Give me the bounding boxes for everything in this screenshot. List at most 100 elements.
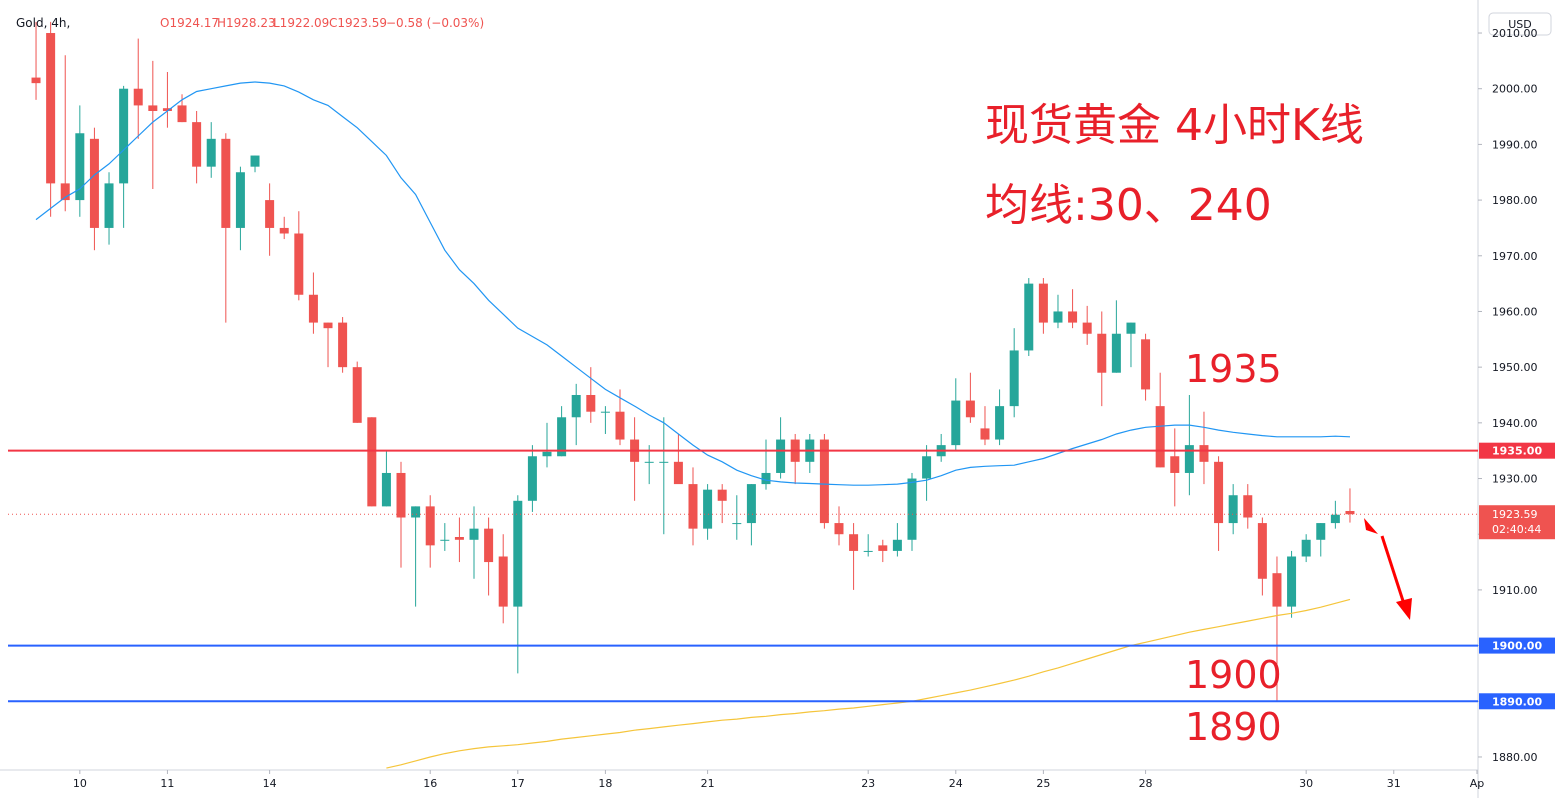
- candle-body: [454, 537, 464, 540]
- candle-body: [104, 183, 114, 228]
- last-price-label: 1923.59: [1492, 508, 1538, 521]
- annotation-level: 1890: [1185, 705, 1282, 749]
- candle-body: [1214, 461, 1224, 524]
- forecast-arrow: [1364, 518, 1412, 620]
- last-price-badge: [1479, 505, 1555, 540]
- candle-body: [1272, 573, 1282, 607]
- candle-body: [1155, 406, 1165, 468]
- level-label: 1900.00: [1492, 640, 1542, 653]
- level-label: 1935.00: [1492, 445, 1542, 458]
- candle-body: [1009, 350, 1019, 407]
- arrow-head-small: [1364, 518, 1378, 534]
- candle-body: [294, 233, 304, 295]
- candle-body: [31, 77, 41, 84]
- y-tick-label: 2000.00: [1492, 83, 1538, 96]
- candle-body: [688, 484, 698, 529]
- candle-body: [1126, 322, 1136, 334]
- candle-body: [265, 200, 275, 228]
- candle-body: [162, 108, 172, 111]
- candle-body: [440, 539, 450, 541]
- candle-body: [1024, 283, 1034, 351]
- candle-body: [89, 138, 99, 228]
- candle-body: [644, 461, 654, 463]
- candle-body: [1257, 523, 1267, 579]
- arrow-shaft: [1380, 535, 1406, 605]
- candle-body: [717, 489, 727, 501]
- level-badge: [1479, 637, 1555, 654]
- candle-body: [46, 33, 56, 184]
- candle-body: [381, 472, 391, 507]
- candle-body: [965, 400, 975, 418]
- candle-body: [673, 461, 683, 485]
- candle-body: [1243, 495, 1253, 518]
- currency-button[interactable]: [1488, 12, 1552, 36]
- candle-body: [1141, 339, 1151, 390]
- x-tick-label: 25: [1036, 777, 1050, 790]
- candle-body: [600, 411, 610, 413]
- candle-body: [1097, 333, 1107, 373]
- candle-body: [1330, 514, 1340, 524]
- candle-body: [1038, 283, 1048, 323]
- candle-body: [1111, 333, 1121, 373]
- candle-body: [571, 394, 581, 418]
- candle-body: [484, 528, 494, 563]
- candle-body: [1184, 445, 1194, 473]
- candle-body: [907, 478, 917, 540]
- annotation-level: 1900: [1185, 653, 1282, 697]
- candle-body: [323, 322, 333, 329]
- level-badge: [1479, 693, 1555, 710]
- candle-body: [951, 400, 961, 446]
- x-tick-label: 31: [1387, 777, 1401, 790]
- candle-body: [425, 506, 435, 546]
- ohlc-high: H1928.23: [217, 16, 276, 30]
- candle-body: [411, 506, 421, 518]
- candle-body: [615, 411, 625, 440]
- candle-body: [922, 456, 932, 479]
- candle-body: [119, 88, 129, 184]
- x-tick-label: 18: [598, 777, 612, 790]
- arrow-head: [1396, 598, 1412, 620]
- moving-average: [386, 598, 1351, 769]
- header: Gold, 4h, O1924.17 H1928.23 L1922.09 C19…: [16, 16, 484, 30]
- x-tick-label: 28: [1139, 777, 1153, 790]
- candle-body: [1287, 556, 1297, 607]
- y-tick-label: 1980.00: [1492, 194, 1538, 207]
- y-tick-label: 2010.00: [1492, 27, 1538, 40]
- y-tick-label: 1950.00: [1492, 361, 1538, 374]
- y-tick-label: 1940.00: [1492, 417, 1538, 430]
- candle-body: [60, 183, 70, 201]
- candle-body: [980, 428, 990, 440]
- candle-body: [1316, 523, 1326, 540]
- candle-body: [892, 539, 902, 551]
- candle-body: [469, 528, 479, 540]
- candle-body: [206, 138, 216, 167]
- candle-body: [133, 88, 143, 106]
- candle-body: [250, 155, 260, 167]
- currency-label[interactable]: USD: [1508, 18, 1532, 31]
- candle-body: [177, 105, 187, 123]
- candle-body: [819, 439, 829, 524]
- x-tick-label: 21: [701, 777, 715, 790]
- ohlc-change: −0.58 (−0.03%): [386, 16, 484, 30]
- ohlc-low: L1922.09: [273, 16, 329, 30]
- moving-average: [35, 81, 1351, 486]
- annotation-level: 1935: [1185, 347, 1282, 391]
- candle-body: [1170, 456, 1180, 473]
- candle-body: [367, 417, 377, 507]
- candle-body: [732, 523, 742, 525]
- ohlc-open: O1924.17: [160, 16, 219, 30]
- x-tick-label: Ap: [1470, 777, 1485, 790]
- y-tick-label: 1960.00: [1492, 305, 1538, 318]
- candle-body: [221, 138, 231, 228]
- y-tick-label: 1970.00: [1492, 250, 1538, 263]
- candle-body: [703, 489, 713, 529]
- candle-body: [396, 472, 406, 518]
- annotation-title: 现货黄金 4小时K线: [985, 100, 1364, 151]
- ohlc-close: C1923.59: [329, 16, 387, 30]
- candle-body: [776, 439, 786, 473]
- candle-body: [192, 122, 202, 167]
- y-tick-label: 1910.00: [1492, 584, 1538, 597]
- countdown-label: 02:40:44: [1492, 523, 1541, 536]
- annotation-ma: 均线:30、240: [985, 180, 1272, 231]
